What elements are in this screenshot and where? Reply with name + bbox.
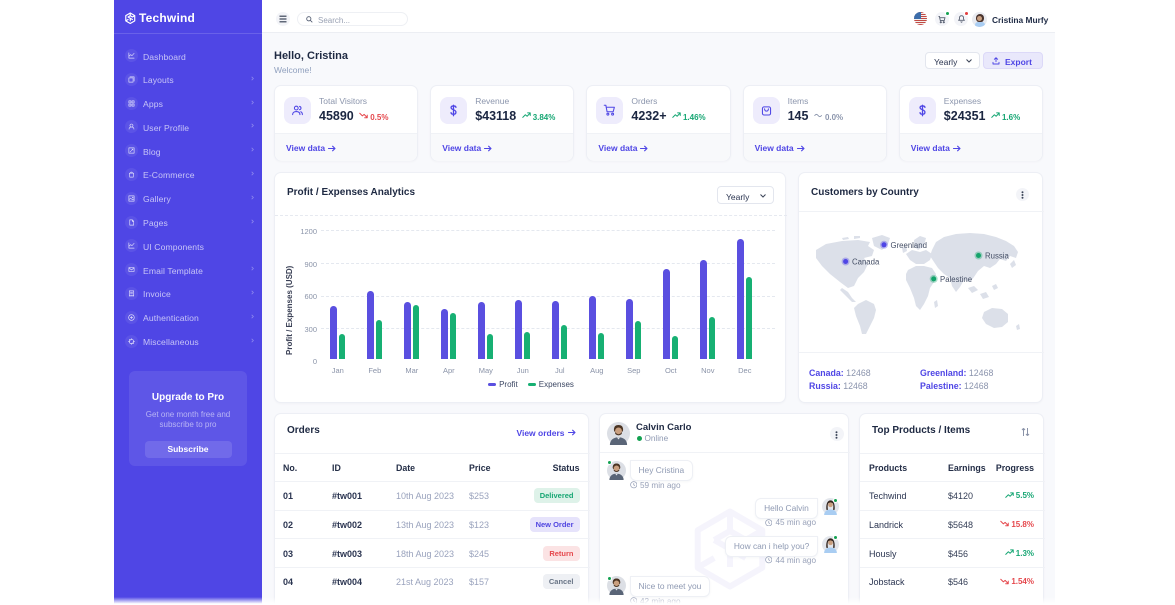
svg-text:Palestine: Palestine bbox=[940, 275, 972, 284]
svg-text:Russia: Russia bbox=[985, 252, 1009, 261]
svg-text:Greenland: Greenland bbox=[891, 241, 927, 250]
svg-text:Canada: Canada bbox=[852, 258, 880, 267]
